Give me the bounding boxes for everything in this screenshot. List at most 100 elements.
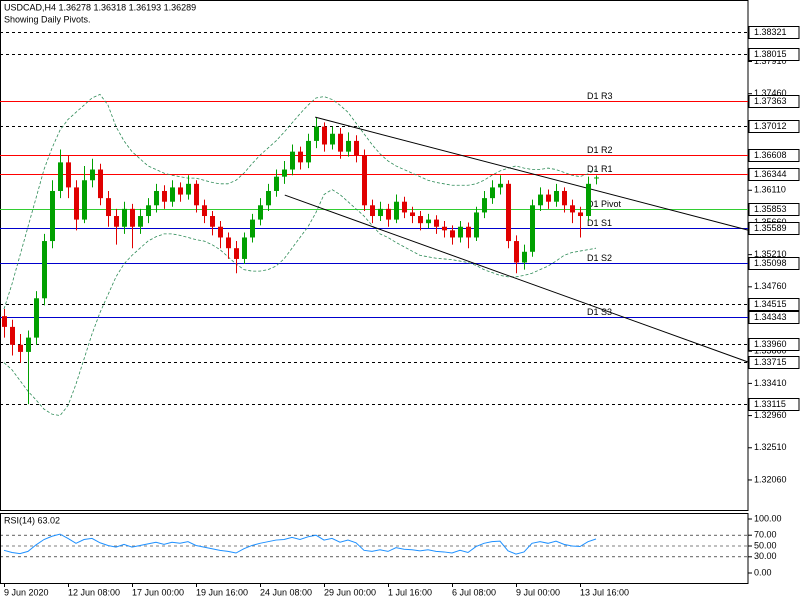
candle-body bbox=[106, 198, 111, 217]
y-tick-label: 1.35210 bbox=[754, 249, 787, 259]
y-tick-label: 1.33410 bbox=[754, 378, 787, 388]
level-label-box bbox=[748, 222, 800, 235]
level-label-box bbox=[748, 168, 800, 181]
y-tick-label: 1.37460 bbox=[754, 88, 787, 98]
candle-body bbox=[298, 151, 303, 163]
candle-body bbox=[66, 162, 71, 188]
candle-body bbox=[10, 326, 15, 345]
candle-body bbox=[226, 237, 231, 249]
candle-body bbox=[554, 190, 559, 202]
candle-body bbox=[138, 216, 143, 227]
candle-body bbox=[458, 226, 463, 238]
candle-body bbox=[482, 198, 487, 213]
candle-body bbox=[586, 183, 591, 217]
candle-body bbox=[530, 205, 535, 252]
chart-title: USDCAD,H4 1.36278 1.36318 1.36193 1.3628… bbox=[4, 2, 196, 12]
level-label: 1.34515 bbox=[754, 299, 787, 309]
level-label: 1.35098 bbox=[754, 258, 787, 268]
candle-body bbox=[578, 212, 583, 217]
candle-body bbox=[418, 216, 423, 224]
candle-body bbox=[178, 187, 183, 195]
candle-body bbox=[338, 133, 343, 152]
candle-body bbox=[370, 205, 375, 217]
candle-body bbox=[434, 219, 439, 227]
chart-subtitle: Showing Daily Pivots. bbox=[4, 14, 91, 24]
candle-body bbox=[490, 187, 495, 199]
level-label-box bbox=[748, 26, 800, 39]
candle-body bbox=[570, 205, 575, 213]
level-label-box bbox=[748, 398, 800, 411]
bollinger-band bbox=[3, 189, 597, 417]
trendline bbox=[284, 194, 749, 363]
candle-body bbox=[218, 226, 223, 238]
candle-body bbox=[386, 208, 391, 220]
candle-body bbox=[354, 140, 359, 156]
x-tick-label: 12 Jun 08:00 bbox=[68, 587, 120, 597]
level-label-box bbox=[748, 338, 800, 351]
level-label-box bbox=[748, 149, 800, 162]
level-label-box bbox=[748, 298, 800, 311]
candle-body bbox=[290, 151, 295, 170]
y-tick-label: 1.32060 bbox=[754, 474, 787, 484]
level-label-box bbox=[748, 356, 800, 369]
pivot-label: D1 S1 bbox=[587, 218, 612, 228]
x-tick-label: 9 Jul 00:00 bbox=[516, 587, 560, 597]
candle-body bbox=[202, 205, 207, 217]
candle-body bbox=[50, 190, 55, 242]
x-tick-label: 29 Jun 00:00 bbox=[324, 587, 376, 597]
candle-body bbox=[122, 208, 127, 227]
level-label: 1.35853 bbox=[754, 204, 787, 214]
candle-body bbox=[74, 187, 79, 220]
candle-body bbox=[594, 177, 599, 179]
level-label: 1.35589 bbox=[754, 223, 787, 233]
level-label: 1.33715 bbox=[754, 357, 787, 367]
x-tick-label: 13 Jul 16:00 bbox=[580, 587, 629, 597]
candle-body bbox=[42, 241, 47, 299]
candle-body bbox=[210, 216, 215, 227]
level-label: 1.37012 bbox=[754, 121, 787, 131]
level-label-box bbox=[748, 257, 800, 270]
pivot-label: D1 Pivot bbox=[587, 199, 622, 209]
candle-body bbox=[194, 183, 199, 206]
candle-body bbox=[34, 298, 39, 338]
pivot-label: D1 S2 bbox=[587, 253, 612, 263]
candle-body bbox=[242, 237, 247, 259]
level-label: 1.38015 bbox=[754, 49, 787, 59]
y-tick-label: 1.32510 bbox=[754, 442, 787, 452]
y-tick-label: 1.32960 bbox=[754, 410, 787, 420]
x-tick-label: 1 Jul 16:00 bbox=[388, 587, 432, 597]
candle-body bbox=[274, 176, 279, 191]
candle-body bbox=[514, 241, 519, 263]
candle-body bbox=[266, 190, 271, 206]
rsi-frame bbox=[0, 513, 749, 584]
level-label: 1.33115 bbox=[754, 399, 786, 409]
pivot-label: D1 S3 bbox=[587, 307, 612, 317]
pivot-label: D1 R3 bbox=[587, 91, 613, 101]
x-tick-label: 6 Jul 08:00 bbox=[452, 587, 496, 597]
candle-body bbox=[314, 126, 319, 141]
candle-body bbox=[474, 212, 479, 238]
candle-body bbox=[114, 216, 119, 227]
candle-body bbox=[26, 337, 31, 352]
candle-body bbox=[162, 190, 167, 202]
candle-body bbox=[58, 162, 63, 191]
level-label: 1.33960 bbox=[754, 339, 787, 349]
candle-body bbox=[402, 201, 407, 213]
level-label-box bbox=[748, 203, 800, 216]
rsi-tick-label: 50.00 bbox=[754, 540, 777, 550]
candle-body bbox=[498, 183, 503, 188]
candle-body bbox=[282, 169, 287, 177]
level-label: 1.37363 bbox=[754, 96, 787, 106]
bollinger-band bbox=[3, 93, 597, 310]
candle-body bbox=[346, 140, 351, 152]
x-tick-label: 19 Jun 16:00 bbox=[196, 587, 248, 597]
rsi-title: RSI(14) 63.02 bbox=[4, 515, 60, 525]
rsi-tick-label: 0.00 bbox=[754, 567, 772, 577]
candle-body bbox=[562, 190, 567, 206]
candle-body bbox=[450, 230, 455, 238]
pivot-label: D1 R1 bbox=[587, 164, 613, 174]
candle-body bbox=[82, 180, 87, 220]
candle-body bbox=[546, 194, 551, 202]
